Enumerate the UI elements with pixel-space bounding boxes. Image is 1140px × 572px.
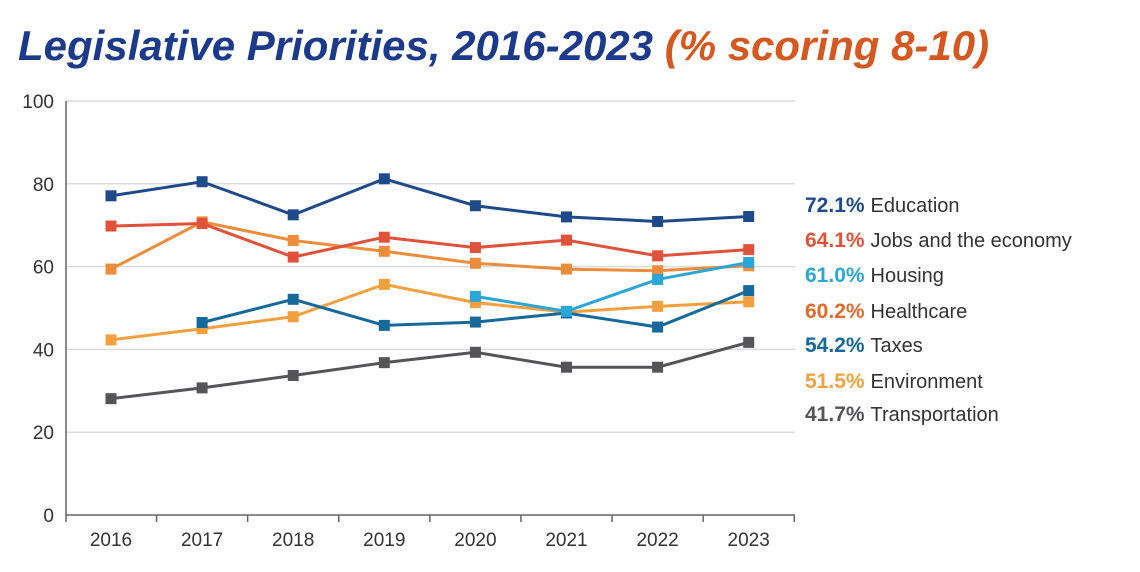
- data-point: [743, 244, 755, 256]
- legend-label: Housing: [871, 265, 944, 287]
- legend-value: 64.1%: [805, 229, 865, 252]
- data-point: [469, 290, 481, 302]
- data-point: [469, 346, 481, 358]
- title-subtitle: (% scoring 8-10): [664, 22, 990, 69]
- data-point: [469, 242, 481, 254]
- data-point: [652, 361, 664, 373]
- y-tick-label: 20: [33, 423, 54, 444]
- data-point: [561, 234, 572, 246]
- data-point: [652, 215, 664, 227]
- series-line-environment: [110, 282, 749, 342]
- title-main: Legislative Priorities, 2016-2023: [18, 22, 654, 69]
- legend-label: Education: [871, 195, 960, 217]
- legend-value: 72.1%: [805, 194, 865, 217]
- data-point: [105, 334, 117, 346]
- data-point: [378, 231, 390, 243]
- x-tick-label: 2018: [272, 530, 314, 551]
- data-point: [743, 285, 755, 297]
- x-tick-label: 2017: [181, 530, 223, 551]
- legend-label: Healthcare: [871, 301, 968, 323]
- legend-value: 54.2%: [805, 334, 865, 357]
- data-point: [378, 319, 390, 331]
- data-point: [652, 321, 664, 333]
- data-point: [469, 257, 481, 269]
- data-point: [287, 251, 299, 263]
- data-point: [469, 200, 481, 212]
- data-point: [561, 263, 572, 275]
- legend-entry: 60.2% Healthcare: [805, 300, 967, 323]
- data-point: [196, 316, 208, 328]
- data-point: [287, 369, 299, 381]
- x-tick-label: 2016: [90, 530, 132, 551]
- series-line-healthcare: [110, 220, 749, 273]
- data-point: [652, 300, 664, 312]
- series-line-housing: [475, 260, 749, 313]
- series-line-education: [110, 177, 749, 223]
- legend-entry: 54.2% Taxes: [805, 334, 923, 357]
- data-point: [196, 176, 208, 188]
- x-tick-label: 2020: [454, 530, 496, 551]
- series-line-jobs-and-the-economy: [110, 222, 749, 259]
- data-point: [105, 393, 117, 405]
- data-point: [287, 209, 299, 221]
- series-line-transportation: [110, 340, 750, 401]
- data-point: [287, 293, 299, 305]
- data-point: [287, 235, 299, 247]
- data-point: [561, 305, 572, 317]
- legend-value: 61.0%: [805, 264, 865, 287]
- y-tick-label: 80: [33, 175, 54, 196]
- x-tick-label: 2023: [728, 530, 770, 551]
- y-tick-label: 40: [33, 340, 54, 361]
- legend-value: 51.5%: [805, 370, 865, 393]
- y-tick-label: 100: [22, 92, 54, 113]
- data-point: [561, 361, 572, 373]
- x-tick-label: 2019: [363, 530, 405, 551]
- data-point: [652, 265, 664, 277]
- data-point: [743, 296, 755, 308]
- x-tick-label: 2021: [545, 530, 587, 551]
- data-point: [652, 273, 664, 285]
- legend-entry: 72.1% Education: [805, 194, 960, 217]
- y-tick-label: 60: [33, 258, 54, 279]
- data-point: [469, 316, 481, 328]
- legend-entry: 64.1% Jobs and the economy: [805, 229, 1072, 252]
- data-point: [196, 218, 208, 230]
- data-point: [378, 278, 390, 290]
- legend-entry: 61.0% Housing: [805, 264, 944, 287]
- data-point: [105, 220, 117, 232]
- data-point: [196, 323, 208, 335]
- data-point: [561, 211, 572, 223]
- data-point: [743, 256, 755, 268]
- data-point: [378, 357, 390, 369]
- data-point: [105, 263, 117, 275]
- legend-label: Jobs and the economy: [871, 230, 1072, 252]
- data-point: [196, 382, 208, 394]
- data-point: [378, 245, 390, 257]
- legend-entry: 51.5% Environment: [805, 370, 983, 393]
- chart-title: Legislative Priorities, 2016-2023 (% sco…: [18, 22, 989, 70]
- data-point: [105, 190, 117, 202]
- legend-label: Transportation: [871, 404, 999, 426]
- data-point: [469, 297, 481, 309]
- legend-label: Environment: [871, 371, 984, 393]
- y-tick-label: 0: [43, 506, 54, 527]
- data-point: [743, 336, 755, 348]
- data-point: [743, 211, 755, 223]
- legend-value: 41.7%: [805, 403, 865, 426]
- data-point: [287, 311, 299, 323]
- data-point: [378, 173, 390, 185]
- x-tick-label: 2022: [636, 530, 678, 551]
- legend-label: Taxes: [871, 335, 923, 357]
- legend-entry: 41.7% Transportation: [805, 403, 999, 426]
- legend-value: 60.2%: [805, 300, 865, 323]
- data-point: [652, 250, 664, 262]
